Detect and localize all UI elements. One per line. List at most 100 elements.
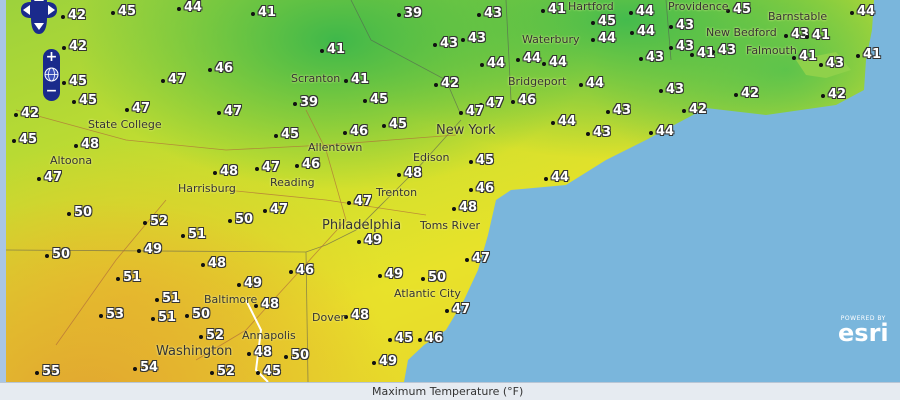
temperature-label: 47 [466,104,485,119]
temperature-label: 43 [593,125,612,140]
station-dot [669,46,673,50]
city-label: Philadelphia [322,218,402,233]
temperature-label: 47 [224,104,243,119]
station-dot [35,371,39,375]
station-dot [177,7,181,11]
station-dot [726,9,730,13]
station-dot [137,249,141,253]
temperature-label: 48 [404,166,423,181]
station-dot [217,111,221,115]
city-label: Scranton [291,72,341,85]
temperature-label: 46 [302,157,321,172]
city-label: Baltimore [204,293,258,306]
city-label: Toms River [420,219,481,232]
temperature-label: 45 [733,2,752,17]
temperature-label: 49 [144,242,163,257]
legend-title: Maximum Temperature (°F) [372,385,524,398]
temperature-label: 47 [132,101,151,116]
temperature-label: 51 [123,270,142,285]
station-dot [237,283,241,287]
temperature-label: 42 [828,87,847,102]
temperature-label: 45 [476,153,495,168]
temperature-label: 47 [354,194,373,209]
zoom-in-button[interactable]: + [45,49,58,65]
city-label: Waterbury [522,33,580,46]
station-dot [208,68,212,72]
temperature-label: 43 [718,43,737,58]
esri-attribution[interactable]: POWERED BY esri [838,315,889,345]
temperature-label: 41 [697,46,716,61]
temperature-label: 43 [484,6,503,21]
temperature-label: 45 [19,132,38,147]
city-label: Altoona [50,154,93,167]
station-dot [116,277,120,281]
temperature-label: 47 [270,202,289,217]
temperature-label: 47 [486,96,505,111]
temperature-label: 50 [74,205,93,220]
station-dot [469,188,473,192]
temperature-label: 46 [350,124,369,139]
station-dot [344,315,348,319]
temperature-label: 51 [162,291,181,306]
station-dot [357,240,361,244]
temperature-label: 41 [799,49,818,64]
station-dot [181,234,185,238]
temperature-label: 45 [69,74,88,89]
temperature-label: 54 [140,360,159,375]
station-dot [511,100,515,104]
zoom-out-button[interactable]: − [45,83,58,99]
station-dot [320,49,324,53]
city-label: New York [436,123,496,138]
station-dot [255,167,259,171]
station-dot [477,13,481,17]
pan-arrows-icon[interactable] [21,0,57,42]
city-label: Edison [413,151,450,164]
temperature-label: 44 [551,170,570,185]
weather-map[interactable]: 42 45 44 41 39 43 41 45 44 43 45 43 44 42 41 43 43 44 44 44… [0,0,900,382]
station-dot [630,31,634,35]
station-dot [289,270,293,274]
temperature-label: 44 [487,56,506,71]
city-label: Annapolis [242,329,296,342]
station-dot [856,54,860,58]
ocean [404,0,900,382]
station-dot [45,254,49,258]
temperature-label: 41 [258,5,277,20]
city-label: Washington [156,344,233,359]
city-label: Harrisburg [178,182,236,195]
station-dot [12,139,16,143]
temperature-label: 45 [598,14,617,29]
temperature-label: 43 [613,103,632,118]
station-dot [99,314,103,318]
temperature-label: 47 [262,160,281,175]
station-dot [72,100,76,104]
temperature-label: 49 [364,233,383,248]
temperature-label: 42 [69,39,88,54]
temperature-label: 46 [476,181,495,196]
station-dot [247,352,251,356]
station-dot [111,11,115,15]
station-dot [465,258,469,262]
station-dot [629,11,633,15]
station-dot [263,209,267,213]
station-dot [254,304,258,308]
temperature-label: 44 [549,55,568,70]
city-label: Falmouth [746,44,797,57]
station-dot [201,263,205,267]
temperature-label: 44 [636,4,655,19]
chesapeake-bay [245,299,269,382]
station-dot [586,132,590,136]
temperature-label: 43 [440,36,459,51]
temperature-label: 49 [379,354,398,369]
city-label: Barnstable [768,10,828,23]
globe-icon[interactable] [44,67,59,82]
station-dot [850,11,854,15]
station-dot [151,317,155,321]
temperature-label: 52 [217,364,236,379]
station-dot [125,108,129,112]
temperature-label: 52 [206,328,225,343]
city-label: New Bedford [706,26,777,39]
station-dot [805,35,809,39]
temperature-label: 46 [425,331,444,346]
temperature-label: 42 [68,8,87,23]
